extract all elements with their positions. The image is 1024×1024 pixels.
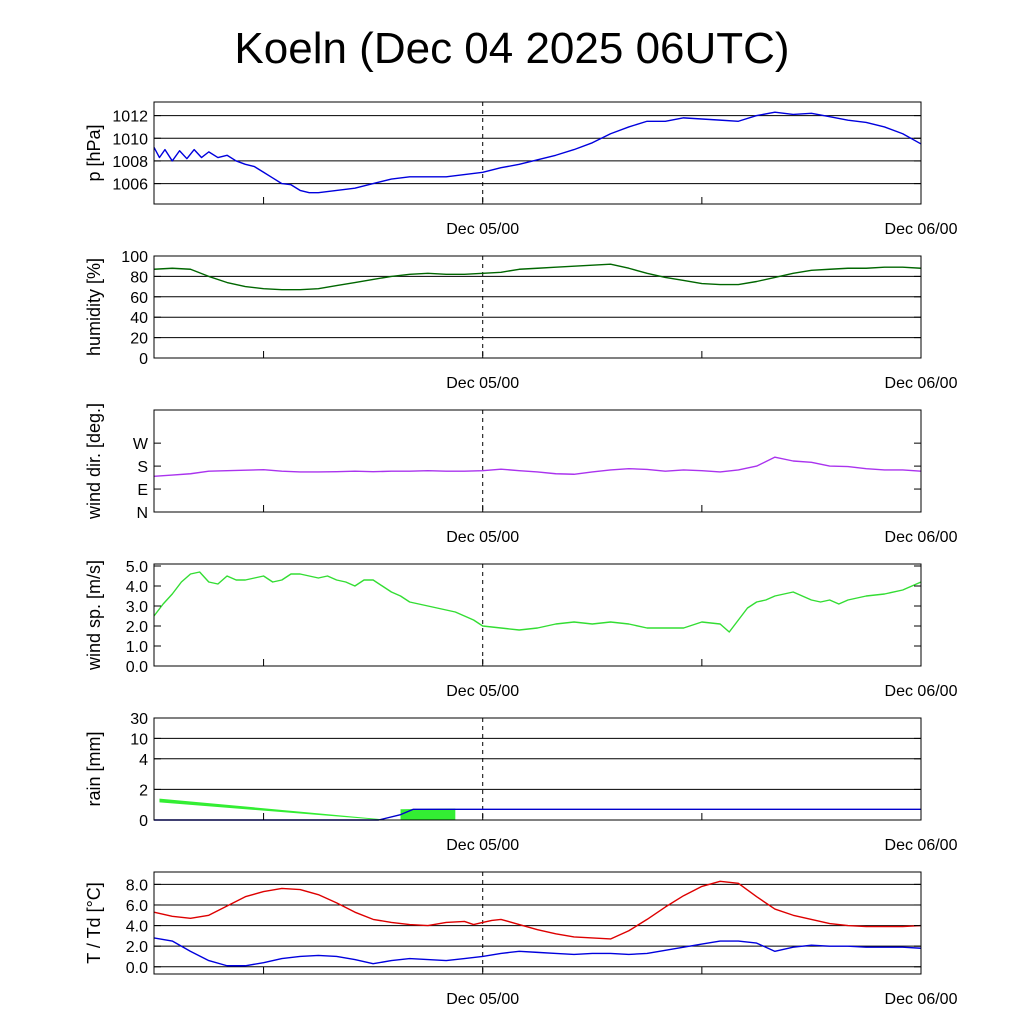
ytick-label: 6.0: [126, 898, 148, 915]
ytick-label: 100: [121, 249, 148, 266]
xtick-label: Dec 06/00: [885, 837, 958, 854]
y-axis-label: wind sp. [m/s]: [84, 560, 104, 671]
xtick-label: Dec 05/00: [446, 375, 519, 392]
ytick-label: N: [136, 505, 148, 522]
ytick-label: 2: [139, 782, 148, 799]
ytick-label: 5.0: [126, 559, 148, 576]
ytick-label: 80: [130, 269, 148, 286]
xtick-label: Dec 06/00: [885, 221, 958, 238]
xtick-label: Dec 05/00: [446, 991, 519, 1008]
ytick-label: 1008: [112, 154, 148, 171]
xtick-label: Dec 06/00: [885, 529, 958, 546]
ytick-label: 2.0: [126, 939, 148, 956]
xtick-label: Dec 06/00: [885, 375, 958, 392]
ytick-label: W: [133, 436, 149, 453]
series-rh: [153, 263, 922, 291]
ytick-label: 8.0: [126, 877, 148, 894]
ytick-label: 2.0: [126, 619, 148, 636]
panel-wind_speed: 0.0 1.0 2.0 3.0 4.0 5.0 Dec 05/00 Dec 06/00 wind…: [84, 559, 958, 700]
plot-frame: [153, 717, 922, 821]
series-T: [153, 880, 922, 940]
xtick-label: Dec 05/00: [446, 221, 519, 238]
xtick-label: Dec 05/00: [446, 683, 519, 700]
panel-temperature: 0.0 2.0 4.0 6.0 8.0 Dec 05/00 Dec 06/00 T / Td …: [84, 871, 958, 1008]
y-axis-label: p [hPa]: [84, 124, 104, 181]
series-p: [153, 111, 922, 194]
ytick-label: 4.0: [126, 919, 148, 936]
xtick-label: Dec 06/00: [885, 683, 958, 700]
ytick-label: 0: [139, 813, 148, 830]
ytick-label: 1.0: [126, 639, 148, 656]
ytick-label: 60: [130, 290, 148, 307]
ytick-label: 20: [130, 331, 148, 348]
ytick-label: 4.0: [126, 579, 148, 596]
ytick-label: S: [137, 459, 148, 476]
series-ff: [153, 571, 922, 633]
y-axis-label: T / Td [°C]: [84, 882, 104, 964]
plot-frame: [153, 871, 922, 975]
y-axis-label: rain [mm]: [84, 731, 104, 806]
series-Td: [153, 937, 922, 967]
ytick-label: 30: [130, 711, 148, 728]
xtick-label: Dec 05/00: [446, 837, 519, 854]
plot-frame: [153, 101, 922, 205]
ytick-label: 3.0: [126, 599, 148, 616]
series-dd: [153, 456, 922, 477]
xtick-label: Dec 06/00: [885, 991, 958, 1008]
plot-frame: [153, 563, 922, 667]
ytick-label: 1010: [112, 131, 148, 148]
plot-frame: [153, 255, 922, 359]
panel-pressure: 1006 1008 1010 1012 Dec 05/00 Dec 06/00 p [hPa…: [84, 101, 958, 238]
ytick-label: 1006: [112, 177, 148, 194]
ytick-label: 0: [139, 351, 148, 368]
panel-rain: 0 2 4 10 30 Dec 05/00 Dec 06/00 rain [mm]: [84, 711, 958, 854]
ytick-label: E: [137, 482, 148, 499]
ytick-label: 4: [139, 752, 148, 769]
y-axis-label: humidity [%]: [84, 258, 104, 356]
plot-frame: [153, 409, 922, 513]
chart-title: Koeln (Dec 04 2025 06UTC): [234, 24, 790, 73]
ytick-label: 1012: [112, 109, 148, 126]
ytick-label: 40: [130, 310, 148, 327]
series-rain_band_rising: [400, 808, 456, 820]
y-axis-label: wind dir. [deg.]: [84, 403, 104, 520]
panel-humidity: 0 20 40 60 80 100 Dec 05/00 Dec 06/00 humidity […: [84, 249, 958, 392]
xtick-label: Dec 05/00: [446, 529, 519, 546]
series-rain_band_falling: [159, 798, 383, 820]
ytick-label: 0.0: [126, 960, 148, 977]
ytick-label: 10: [130, 731, 148, 748]
ytick-label: 0.0: [126, 659, 148, 676]
